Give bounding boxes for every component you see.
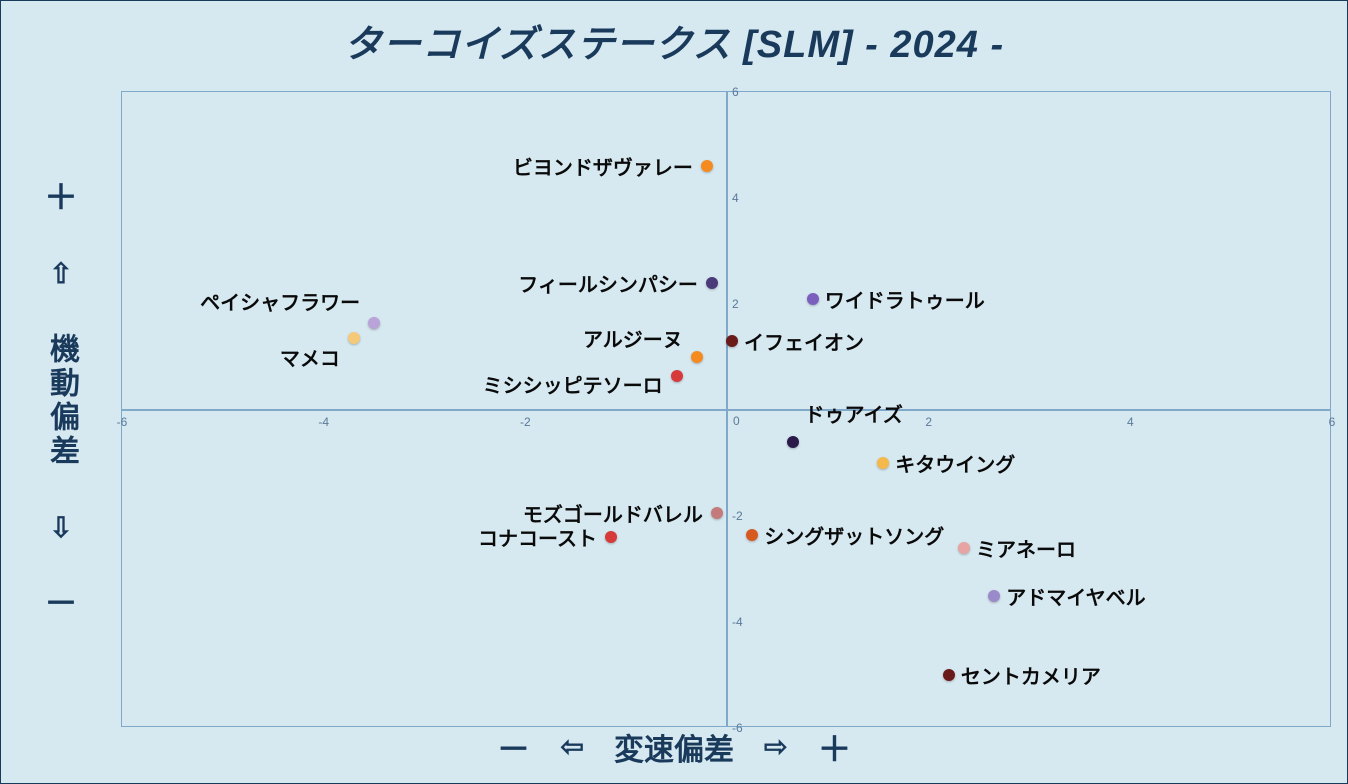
- y-zero-axis: [726, 92, 728, 726]
- data-point-label: フィールシンパシー: [518, 268, 698, 297]
- data-point-label: アドマイヤベル: [1006, 581, 1145, 610]
- y-tick: 2: [732, 297, 739, 311]
- y-minus-symbol: －: [44, 587, 78, 621]
- x-tick: -4: [318, 415, 329, 429]
- data-point-label: ビヨンドザヴァレー: [513, 152, 693, 181]
- data-point: [877, 457, 889, 469]
- data-point-label: セントカメリア: [961, 661, 1101, 690]
- x-tick: -6: [117, 415, 128, 429]
- chart-title: ターコイズステークス [SLM] - 2024 -: [1, 13, 1347, 68]
- data-point: [348, 332, 360, 344]
- x-tick: 2: [925, 415, 932, 429]
- data-point: [691, 351, 703, 363]
- data-point-label: ミシシッピテソーロ: [483, 369, 663, 398]
- data-point: [605, 531, 617, 543]
- x-minus-symbol: －: [497, 722, 531, 771]
- y-down-arrow-icon: ⇩: [49, 514, 72, 542]
- origin-tick: 0: [733, 414, 740, 428]
- data-point: [988, 590, 1000, 602]
- y-axis-label-group: ＋ ⇧ 機動偏差 ⇩ －: [31, 181, 91, 621]
- data-point: [807, 293, 819, 305]
- x-axis-label: 変速偏差: [614, 725, 734, 769]
- x-tick: 4: [1127, 415, 1134, 429]
- y-tick: -4: [732, 615, 743, 629]
- data-point-label: キタウイング: [895, 449, 1015, 478]
- x-right-arrow-icon: ⇨: [764, 730, 787, 763]
- data-point: [711, 507, 723, 519]
- data-point: [671, 370, 683, 382]
- data-point-label: ペイシャフラワー: [200, 287, 360, 316]
- y-tick: 4: [732, 191, 739, 205]
- data-point-label: ミアネーロ: [976, 533, 1076, 562]
- data-point-label: シングザットソング: [764, 520, 944, 549]
- data-point: [943, 669, 955, 681]
- y-plus-symbol: ＋: [44, 181, 78, 215]
- data-point: [701, 160, 713, 172]
- data-point-label: イフェイオン: [744, 327, 864, 356]
- data-point-label: アルジーヌ: [583, 324, 683, 353]
- data-point: [706, 277, 718, 289]
- x-tick: 6: [1329, 415, 1336, 429]
- data-point: [746, 529, 758, 541]
- data-point-label: コナコースト: [478, 523, 597, 552]
- y-tick: -2: [732, 509, 743, 523]
- y-tick: 6: [732, 85, 739, 99]
- data-point-label: マメコ: [280, 343, 340, 372]
- data-point: [726, 335, 738, 347]
- y-axis-label: 機動偏差: [39, 333, 83, 469]
- x-left-arrow-icon: ⇦: [561, 730, 584, 763]
- x-plus-symbol: ＋: [817, 722, 851, 771]
- data-point-label: ドゥアイズ: [805, 398, 903, 427]
- data-point: [958, 542, 970, 554]
- data-point: [787, 436, 799, 448]
- data-point-label: ワイドラトゥール: [825, 284, 985, 313]
- x-axis-label-group: － ⇦ 変速偏差 ⇨ ＋: [1, 722, 1347, 771]
- scatter-plot-area: -6-4-2246-6-4-22460ビヨンドザヴァレーフィールシンパシーワイド…: [121, 91, 1331, 727]
- y-up-arrow-icon: ⇧: [49, 260, 72, 288]
- x-tick: -2: [520, 415, 531, 429]
- data-point: [368, 317, 380, 329]
